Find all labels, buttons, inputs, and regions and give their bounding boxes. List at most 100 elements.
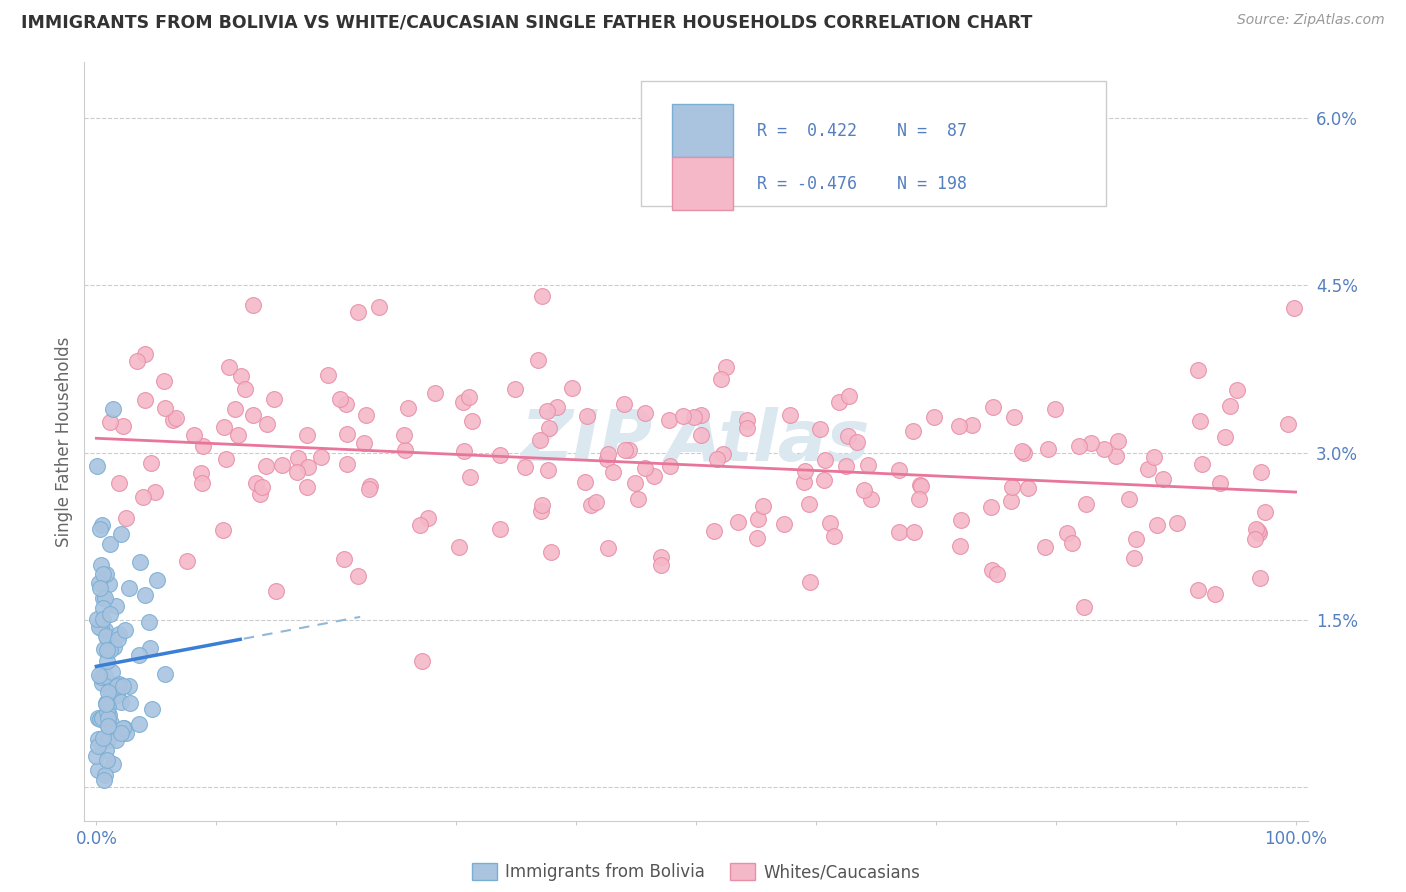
Point	[141, 702, 163, 716]
Point	[333, 552, 356, 566]
Point	[91, 518, 114, 533]
Point	[132, 490, 155, 504]
Point	[773, 516, 796, 531]
Point	[134, 347, 156, 361]
Point	[103, 640, 125, 654]
Point	[110, 695, 132, 709]
Point	[94, 696, 117, 710]
Point	[254, 458, 277, 473]
Point	[90, 670, 112, 684]
Point	[396, 401, 419, 416]
Point	[96, 685, 118, 699]
Point	[96, 742, 118, 756]
Point	[93, 668, 115, 682]
Point	[86, 711, 108, 725]
Point	[270, 458, 292, 473]
Point	[114, 623, 136, 637]
Point	[602, 465, 624, 479]
Point	[98, 642, 121, 657]
Point	[1277, 417, 1299, 431]
Point	[87, 731, 110, 746]
Point	[530, 503, 553, 517]
Point	[981, 563, 1004, 577]
Point	[1142, 450, 1164, 465]
Point	[359, 483, 381, 497]
Point	[356, 408, 378, 422]
Point	[335, 397, 357, 411]
Point	[598, 541, 620, 556]
Point	[1166, 516, 1188, 531]
Point	[97, 718, 120, 732]
Point	[948, 419, 970, 434]
Point	[89, 712, 111, 726]
Y-axis label: Single Father Households: Single Father Households	[55, 336, 73, 547]
Point	[242, 298, 264, 312]
Point	[650, 558, 672, 573]
Point	[93, 767, 115, 781]
Point	[1204, 587, 1226, 601]
Point	[1000, 494, 1022, 508]
Point	[98, 415, 121, 429]
Point	[823, 529, 845, 543]
Point	[110, 726, 132, 740]
Point	[110, 526, 132, 541]
Point	[716, 360, 738, 375]
Point	[711, 447, 734, 461]
Point	[97, 733, 120, 747]
Point	[818, 516, 841, 531]
Point	[108, 678, 131, 692]
Point	[309, 450, 332, 464]
Point	[903, 525, 925, 540]
Point	[347, 304, 370, 318]
Point	[105, 679, 128, 693]
Point	[531, 289, 554, 303]
Point	[460, 413, 482, 427]
Point	[128, 717, 150, 731]
Point	[659, 458, 682, 473]
Point	[87, 739, 110, 753]
Point	[107, 627, 129, 641]
Point	[837, 429, 859, 443]
Point	[1105, 449, 1128, 463]
Point	[526, 353, 548, 368]
Point	[256, 417, 278, 431]
Point	[153, 401, 176, 416]
Point	[329, 392, 352, 407]
Point	[986, 567, 1008, 582]
Point	[1187, 363, 1209, 377]
Point	[242, 408, 264, 422]
Point	[96, 629, 118, 643]
Point	[794, 464, 817, 478]
Point	[89, 581, 111, 595]
Point	[561, 381, 583, 395]
Point	[411, 654, 433, 668]
Point	[596, 447, 619, 461]
Point	[1219, 399, 1241, 413]
Point	[613, 396, 636, 410]
Point	[86, 748, 108, 763]
Point	[91, 600, 114, 615]
Point	[125, 354, 148, 368]
Point	[336, 426, 359, 441]
Point	[627, 491, 650, 506]
Point	[835, 458, 858, 473]
Point	[458, 470, 481, 484]
Point	[162, 413, 184, 427]
Point	[1146, 518, 1168, 533]
Point	[91, 676, 114, 690]
Point	[613, 442, 636, 457]
Point	[799, 575, 821, 590]
Point	[596, 451, 619, 466]
Point	[128, 555, 150, 569]
Point	[453, 395, 475, 409]
Point	[86, 611, 108, 625]
Point	[295, 428, 318, 442]
Point	[1017, 481, 1039, 495]
Point	[97, 700, 120, 714]
Point	[145, 574, 167, 588]
Point	[1122, 551, 1144, 566]
Point	[91, 710, 114, 724]
Point	[1247, 525, 1270, 540]
Text: ZIP Atlas: ZIP Atlas	[522, 407, 870, 476]
Point	[1056, 525, 1078, 540]
